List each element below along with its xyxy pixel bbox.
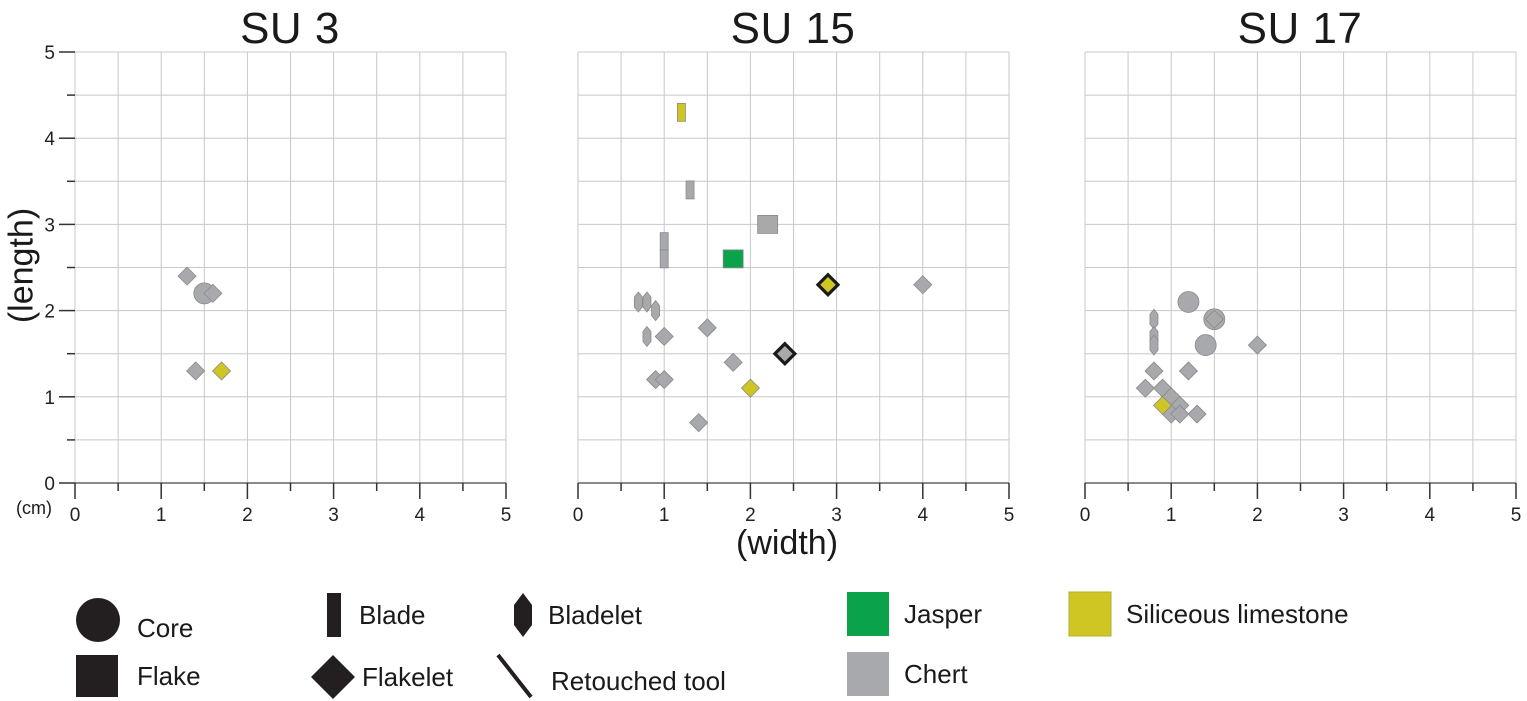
data-point-bladelet [642,325,652,348]
panel-title-su17: SU 17 [1237,4,1363,53]
hexagon-icon [514,593,532,637]
x-tick-label: 0 [573,505,584,526]
data-point-flakelet [1153,395,1173,415]
legend-flake: Flake [75,654,201,698]
data-point-blade [685,180,695,200]
data-point-flakelet [815,272,841,298]
x-tick-label: 3 [1338,505,1349,526]
y-tick-label: 3 [44,215,55,236]
x-tick-label: 0 [1080,505,1091,526]
blade-rect-icon [327,593,341,637]
data-point-blade [677,102,686,122]
legend-core: Core [75,595,193,644]
slash-line-icon [496,653,533,699]
data-point-bladelet [651,299,660,322]
data-point-flakelet [697,318,717,338]
data-point-flakelet [186,361,206,381]
x-tick-label: 5 [1004,505,1015,526]
y-tick-label: 5 [44,43,55,64]
y-tick-label: 4 [44,129,55,150]
data-point-flakelet [1135,378,1155,398]
unit-label: (cm) [16,498,52,518]
y-tick-label: 0 [44,474,55,495]
data-point-flakelet [211,361,232,381]
legend-label: Blade [359,599,426,630]
data-point-flakelet [203,283,223,303]
legend-label: Flake [137,660,201,691]
x-tick-label: 1 [659,505,670,526]
data-point-flake [722,249,744,269]
data-point-flakelet [1247,335,1267,355]
data-point-bladelet [642,291,652,313]
x-tick-label: 2 [1252,505,1263,526]
x-tick-label: 1 [1166,505,1177,526]
data-point-flakelet [723,352,743,372]
legend-label: Bladelet [548,599,642,630]
data-point-flakelet [1204,309,1224,329]
legend-bladelet: Bladelet [512,592,642,638]
x-tick-label: 5 [1511,505,1522,526]
data-point-bladelet [633,291,643,313]
x-tick-label: 0 [70,505,81,526]
data-point-flakelet [913,275,933,295]
data-point-flake [757,214,779,234]
x-tick-label: 2 [242,505,253,526]
data-point-blade [659,249,669,269]
color-swatch-icon [1068,591,1112,637]
data-point-flakelet [1170,404,1190,424]
color-swatch-icon [847,652,889,696]
legend-label: Chert [904,658,968,689]
legend-blade: Blade [325,592,426,638]
legend-chert: Chert [846,651,968,697]
data-point-flakelet [654,369,674,390]
y-axis-label: (length) [2,207,41,324]
data-point-bladelet [1149,334,1159,356]
square-icon [76,655,118,697]
legend-label: Retouched tool [551,665,726,696]
legend-label: Flakelet [362,661,454,692]
data-point-flakelet [654,326,674,347]
data-point-flakelet [1144,361,1164,381]
legend-jasper: Jasper [846,591,982,637]
legend-label: Siliceous limestone [1126,598,1349,629]
legend-flakelet: Flakelet [310,654,453,700]
x-tick-label: 4 [918,505,929,526]
y-tick-label: 2 [44,302,55,323]
legend-siliceous-limestone: Siliceous limestone [1068,591,1349,637]
data-point-blade [659,232,669,252]
y-tick-label: 1 [44,388,55,409]
x-tick-label: 2 [745,505,756,526]
legend-retouched-tool: Retouched tool [495,652,726,700]
data-point-flakelet [1187,404,1207,424]
circle-icon [76,597,120,642]
diamond-icon [311,655,355,699]
legend-label: Core [137,613,194,643]
data-point-core [1177,291,1200,313]
x-tick-label: 5 [501,505,512,526]
x-tick-label: 3 [328,505,339,526]
panel-title-su15: SU 15 [730,4,856,53]
x-tick-label: 3 [831,505,842,526]
color-swatch-icon [847,592,889,636]
x-tick-label: 1 [156,505,167,526]
x-axis-label: (width) [736,524,839,562]
data-point-flakelet [177,266,197,286]
x-tick-label: 4 [1425,505,1436,526]
data-point-core [1194,334,1217,356]
panel-title-su3: SU 3 [240,4,340,53]
data-point-flakelet [772,341,798,366]
x-tick-label: 4 [415,505,426,526]
data-point-flakelet [1178,361,1199,381]
data-point-flakelet [740,378,760,398]
data-point-flakelet [689,413,709,433]
legend-label: Jasper [904,598,983,629]
